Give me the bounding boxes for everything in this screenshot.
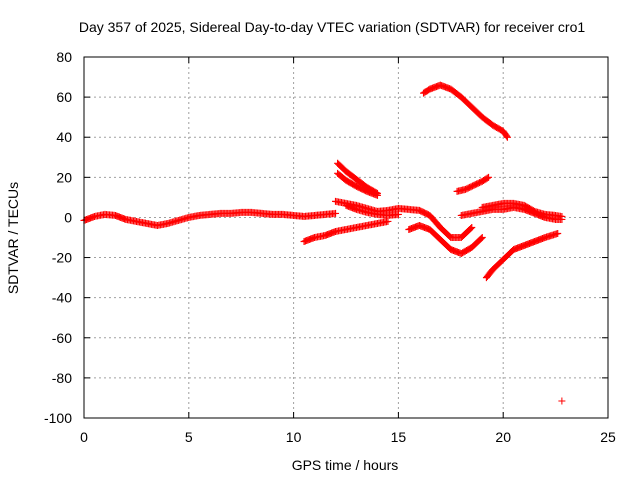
chart-title: Day 357 of 2025, Sidereal Day-to-day VTE… [79,19,585,35]
y-tick-label: 40 [56,129,72,145]
x-tick-label: 10 [286,429,302,445]
plot-frame [83,56,609,419]
data-point [554,229,562,237]
x-tick-label: 0 [80,429,88,445]
data-point [558,397,566,405]
data-point [503,132,511,140]
x-axis-label: GPS time / hours [292,457,399,473]
data-point [478,234,486,241]
y-tick-label: 80 [56,49,72,65]
data-point [467,224,475,232]
series-track-g [420,81,511,141]
series-track-a [332,197,476,241]
data-point [483,174,491,182]
data-point [468,223,476,231]
data-point [477,235,485,243]
y-tick-label: -20 [52,250,72,266]
series-track-f [405,221,486,258]
y-axis-label: SDTVAR / TECUs [5,182,21,294]
x-tick-label: 5 [185,429,193,445]
series-outlier [558,397,566,405]
data-points [80,81,566,405]
series-track-e [334,169,381,199]
series-track-c [300,217,392,246]
data-point [485,173,493,181]
data-point [558,215,566,223]
grid-lines [84,57,608,418]
x-tick-label: 25 [600,429,616,445]
y-tick-label: -40 [52,290,72,306]
data-point [394,210,402,218]
data-point [332,209,340,217]
y-tick-label: 20 [56,169,72,185]
series-track-b [342,201,402,219]
y-tick-label: -100 [44,410,72,426]
data-point [503,133,511,141]
series-track-i [482,229,562,282]
axis-ticks: 0 5 10 15 20 25 -100 -80 -60 -40 -20 0 20 40 60 80 [44,49,616,445]
series-track-main [80,208,340,229]
y-tick-label: 60 [56,89,72,105]
data-point [384,217,392,225]
x-tick-label: 20 [495,429,511,445]
data-point [373,191,381,199]
y-tick-label: 0 [64,209,72,225]
series-track-h [453,173,493,195]
x-tick-label: 15 [391,429,407,445]
series-track-k [457,203,566,223]
y-tick-label: -60 [52,330,72,346]
y-tick-label: -80 [52,370,72,386]
